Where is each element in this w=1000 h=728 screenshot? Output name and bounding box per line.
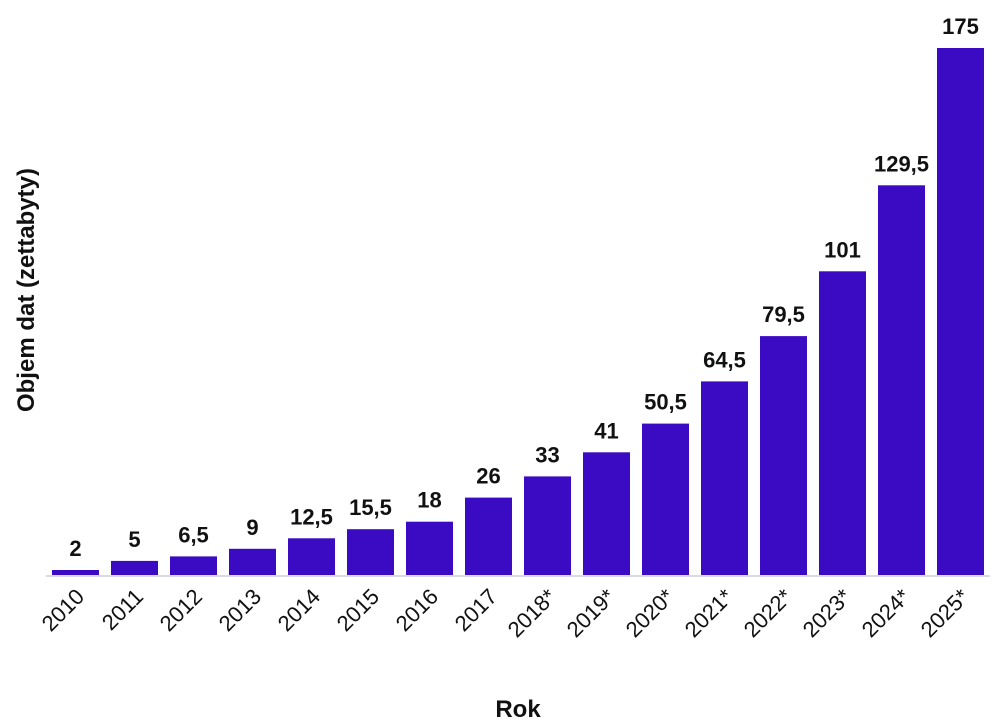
value-label: 79,5 — [762, 302, 805, 327]
x-tick-label: 2022* — [739, 584, 798, 643]
bar-2019-projected — [583, 452, 630, 576]
bar-2011 — [111, 560, 158, 576]
x-tick-label: 2016 — [391, 584, 443, 636]
bar-2021-projected — [701, 381, 748, 576]
bar-2025-projected — [937, 48, 984, 576]
x-tick-label: 2023* — [798, 584, 857, 643]
x-tick-label: 2024* — [857, 584, 916, 643]
value-label: 26 — [476, 464, 500, 489]
x-tick-label: 2025* — [916, 584, 975, 643]
x-tick-label: 2017 — [450, 584, 502, 636]
x-tick-label: 2021* — [680, 584, 739, 643]
x-tick-label: 2011 — [97, 584, 148, 635]
value-labels-group: 2 5 6,5 9 12,5 15,5 18 26 33 41 50,5 64,5 79,5 101 129… — [69, 14, 978, 561]
bar-2018-projected — [524, 476, 571, 576]
value-label: 129,5 — [874, 151, 929, 176]
x-tick-label: 2019* — [562, 584, 621, 643]
bar-2024-projected — [878, 185, 925, 577]
bar-2012 — [170, 556, 217, 576]
value-label: 175 — [942, 14, 979, 39]
value-label: 12,5 — [290, 504, 333, 529]
x-tick-label: 2015 — [332, 584, 384, 636]
bar-2016 — [406, 521, 453, 576]
value-label: 64,5 — [703, 347, 746, 372]
value-label: 2 — [69, 536, 81, 561]
bar-2010 — [52, 570, 99, 576]
x-tick-label: 2012 — [155, 584, 207, 636]
bar-2015 — [347, 529, 394, 576]
value-label: 6,5 — [178, 522, 209, 547]
bar-2017 — [465, 497, 512, 576]
value-label: 15,5 — [349, 495, 392, 520]
x-tick-labels-group: 2010 2011 2012 2013 2014 2015 2016 2017 2018* 201… — [37, 584, 975, 643]
value-label: 5 — [128, 527, 140, 552]
value-label: 41 — [594, 418, 618, 443]
x-tick-label: 2010 — [37, 584, 89, 636]
x-axis-title: Rok — [495, 696, 541, 723]
bar-2023-projected — [819, 271, 866, 576]
bar-2022-projected — [760, 336, 807, 576]
value-label: 9 — [246, 515, 258, 540]
value-label: 18 — [417, 488, 441, 513]
y-axis-title: Objem dat (zettabyty) — [13, 168, 40, 412]
value-label: 101 — [824, 237, 861, 262]
x-tick-label: 2018* — [503, 584, 562, 643]
x-tick-label: 2013 — [214, 584, 266, 636]
x-tick-label: 2014 — [273, 584, 325, 636]
bar-2013 — [229, 548, 276, 576]
bar-2014 — [288, 538, 335, 576]
bars-group — [52, 48, 984, 577]
value-label: 50,5 — [644, 390, 687, 415]
x-tick-label: 2020* — [621, 584, 680, 643]
value-label: 33 — [535, 442, 559, 467]
bar-2020-projected — [642, 423, 689, 576]
